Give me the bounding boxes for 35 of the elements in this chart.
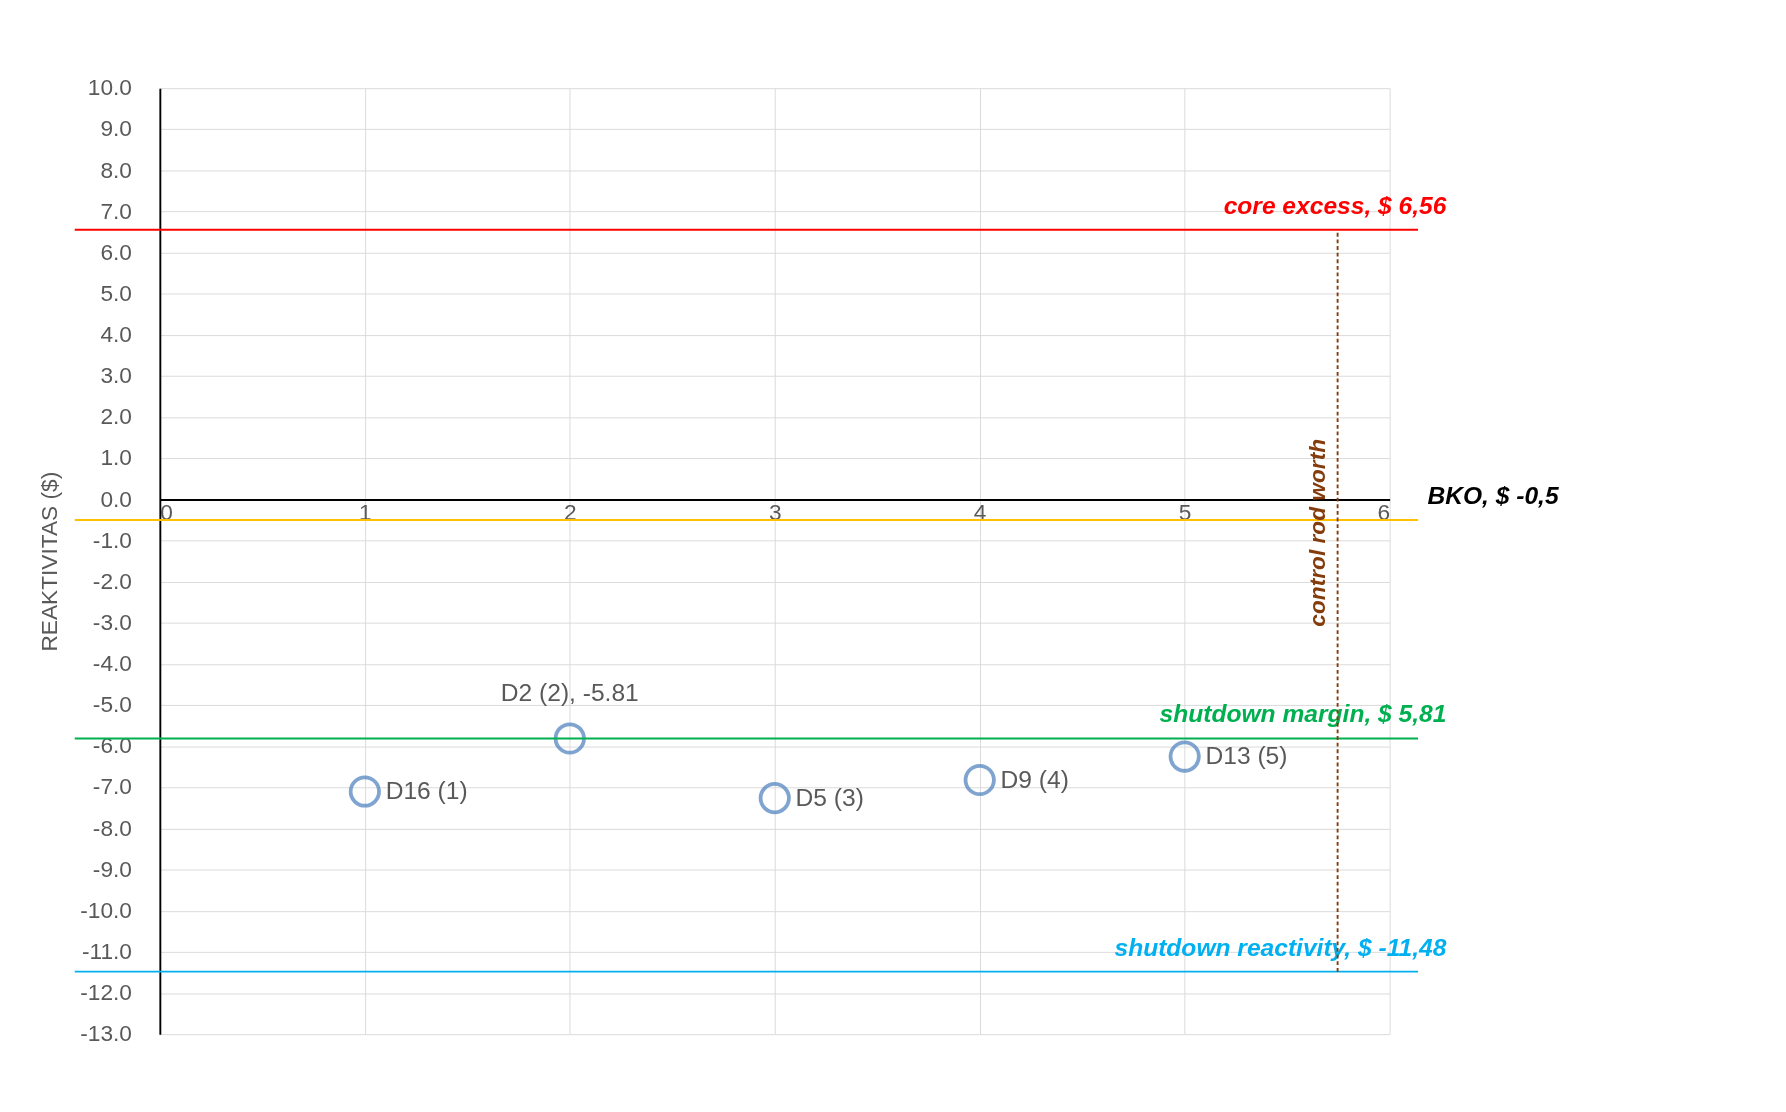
y-tick-label: 2.0: [100, 403, 132, 430]
y-tick-label: -11.0: [81, 938, 132, 965]
data-label: D5 (3): [795, 783, 864, 811]
y-tick-label: 4.0: [100, 321, 132, 348]
y-tick-label: 3.0: [100, 362, 132, 389]
y-tick-label: 9.0: [100, 115, 132, 142]
y-tick-label: 7.0: [100, 197, 132, 224]
y-tick-label: -1.0: [92, 526, 132, 553]
x-tick-label: 4: [973, 498, 987, 525]
ref-line-label: shutdown reactivity, $ -11,48: [1114, 933, 1447, 961]
y-tick-label: -12.0: [80, 979, 132, 1006]
y-tick-label: -8.0: [92, 814, 132, 841]
data-label: D16 (1): [385, 777, 468, 805]
data-label: D2 (2), -5.81: [500, 678, 639, 706]
y-tick-label: -3.0: [92, 608, 132, 635]
data-label: D13 (5): [1205, 742, 1288, 770]
y-tick-label: -13.0: [80, 1020, 132, 1047]
y-tick-label: -10.0: [80, 896, 132, 923]
y-tick-label: -7.0: [92, 773, 132, 800]
y-tick-label: -5.0: [92, 691, 132, 718]
y-tick-label: -4.0: [92, 650, 132, 677]
ref-line-label: BKO, $ -0,5: [1427, 481, 1559, 509]
y-tick-label: 1.0: [100, 444, 132, 471]
ref-line-label: shutdown margin, $ 5,81: [1159, 700, 1447, 728]
data-label: D9 (4): [1000, 765, 1069, 793]
ref-line-label: core excess, $ 6,56: [1223, 191, 1447, 219]
y-axis-title: REAKTIVITAS ($): [35, 471, 62, 652]
y-tick-label: -2.0: [92, 567, 132, 594]
y-tick-label: 5.0: [100, 279, 132, 306]
annotation: control rod worth: [1304, 438, 1331, 627]
y-tick-label: 10.0: [87, 74, 132, 101]
y-tick-label: 0.0: [100, 485, 132, 512]
y-tick-label: 6.0: [100, 238, 132, 265]
y-tick-label: 8.0: [100, 156, 132, 183]
y-tick-label: -9.0: [92, 855, 132, 882]
